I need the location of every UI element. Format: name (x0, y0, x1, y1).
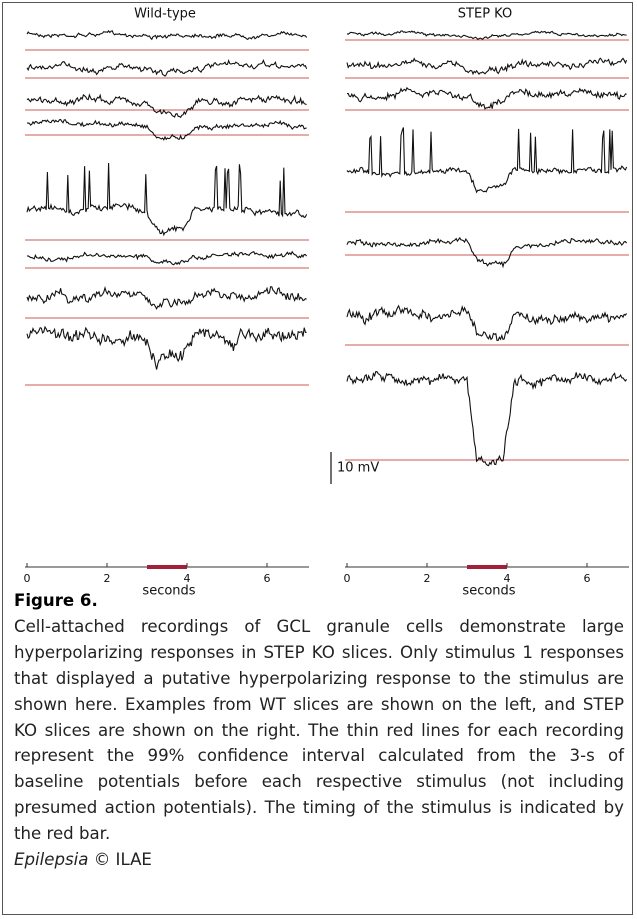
recording-trace (346, 30, 627, 41)
recording-trace (346, 57, 628, 76)
recording-trace (346, 127, 628, 194)
caption-credit: Epilepsia © ILAE (14, 847, 624, 873)
x-tick-label: 0 (24, 572, 31, 585)
x-tick-label: 2 (424, 572, 431, 585)
x-tick-label: 0 (344, 572, 351, 585)
journal: Epilepsia (14, 850, 89, 870)
x-tick-label: 2 (104, 572, 111, 585)
x-tick-label: 4 (504, 572, 511, 585)
recording-trace (26, 285, 307, 311)
x-tick-label: 4 (184, 572, 191, 585)
panel-title: Wild-type (134, 7, 196, 22)
caption-title: Figure 6. (14, 591, 98, 610)
scale-bar-label: 10 mV (337, 461, 379, 476)
x-axis-label: seconds (462, 584, 515, 599)
recording-trace (26, 325, 307, 370)
recording-trace (346, 371, 628, 467)
recording-trace (26, 93, 307, 119)
stimulus-bar (147, 565, 187, 569)
recording-trace (346, 236, 628, 269)
x-tick-label: 6 (584, 572, 591, 585)
recording-trace (26, 58, 308, 77)
caption: Figure 6. Cell-attached recordings of GC… (14, 588, 624, 873)
x-tick-label: 6 (264, 572, 271, 585)
x-axis-label: seconds (142, 584, 195, 599)
recording-trace (26, 29, 308, 41)
recording-trace (26, 118, 307, 141)
recording-trace (346, 304, 628, 341)
recording-trace (26, 162, 308, 237)
figure: Wild-type 0 2 4 6 seconds STEP KO 0 2 4 6 seconds 10… (24, 7, 629, 599)
caption-text: Cell-attached recordings of GCL granule … (14, 616, 624, 844)
copyright: © ILAE (93, 850, 152, 870)
recording-trace (26, 250, 308, 266)
stimulus-bar (467, 565, 507, 569)
panel-title: STEP KO (458, 7, 512, 22)
recording-trace (347, 86, 627, 110)
